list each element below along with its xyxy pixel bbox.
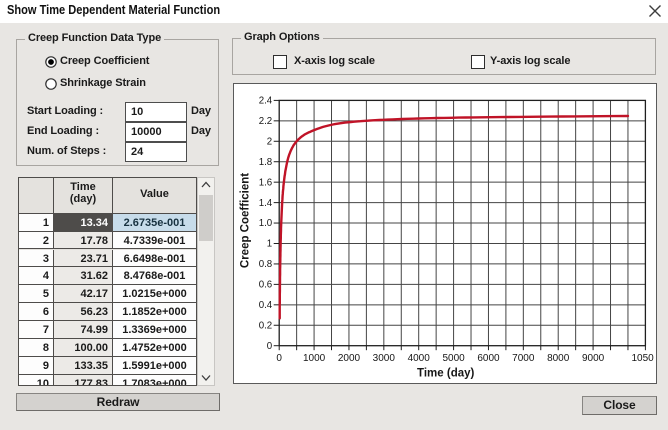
svg-text:4000: 4000 bbox=[408, 353, 431, 364]
svg-text:1.4: 1.4 bbox=[259, 198, 273, 209]
svg-text:0: 0 bbox=[267, 341, 273, 352]
svg-text:2: 2 bbox=[267, 137, 272, 148]
svg-text:1.8: 1.8 bbox=[259, 157, 272, 168]
svg-text:2000: 2000 bbox=[338, 353, 361, 364]
svg-text:3000: 3000 bbox=[373, 353, 396, 364]
svg-text:9000: 9000 bbox=[582, 353, 605, 364]
svg-text:7000: 7000 bbox=[512, 353, 535, 364]
svg-text:Creep Coefficient: Creep Coefficient bbox=[240, 173, 252, 268]
svg-text:0.6: 0.6 bbox=[259, 280, 272, 291]
svg-text:2.2: 2.2 bbox=[259, 116, 272, 127]
svg-text:5000: 5000 bbox=[442, 353, 465, 364]
svg-text:1.6: 1.6 bbox=[259, 177, 272, 188]
svg-text:6000: 6000 bbox=[477, 353, 500, 364]
svg-text:1: 1 bbox=[267, 239, 272, 250]
svg-text:Time (day): Time (day) bbox=[417, 367, 474, 379]
svg-text:0.4: 0.4 bbox=[259, 300, 273, 311]
svg-text:1.0: 1.0 bbox=[259, 218, 273, 229]
svg-text:0.8: 0.8 bbox=[259, 259, 272, 270]
svg-text:0.2: 0.2 bbox=[259, 321, 272, 332]
svg-text:1050: 1050 bbox=[631, 353, 654, 364]
svg-text:8000: 8000 bbox=[547, 353, 570, 364]
svg-text:2.4: 2.4 bbox=[259, 96, 273, 107]
svg-text:0: 0 bbox=[276, 353, 282, 364]
svg-text:1000: 1000 bbox=[303, 353, 326, 364]
